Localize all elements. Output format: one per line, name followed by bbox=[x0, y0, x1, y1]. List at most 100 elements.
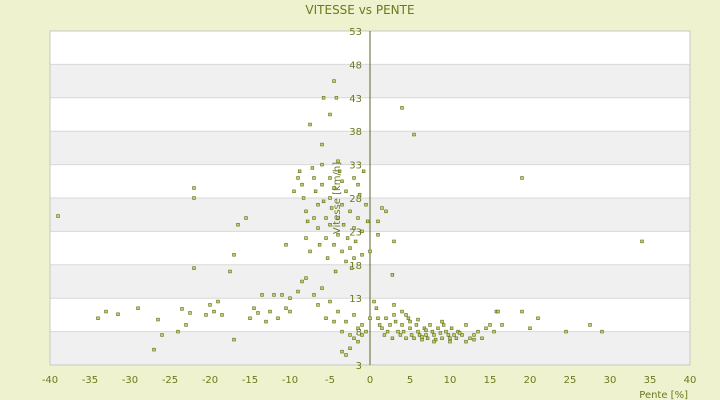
data-point bbox=[312, 293, 316, 297]
data-point bbox=[356, 326, 360, 330]
data-point bbox=[336, 216, 340, 220]
data-point bbox=[438, 331, 443, 335]
data-point bbox=[377, 323, 382, 327]
data-point bbox=[268, 309, 272, 314]
data-point bbox=[340, 249, 344, 254]
data-point bbox=[380, 206, 384, 210]
data-point bbox=[332, 319, 336, 324]
data-point bbox=[324, 216, 328, 220]
data-point bbox=[312, 176, 316, 180]
data-point bbox=[292, 189, 296, 194]
data-point bbox=[340, 329, 344, 334]
data-point bbox=[300, 182, 304, 187]
data-point bbox=[392, 313, 396, 317]
data-point bbox=[357, 192, 362, 197]
data-point bbox=[321, 96, 326, 100]
y-tick-label: 53 bbox=[349, 27, 362, 38]
data-point bbox=[348, 333, 352, 337]
data-point bbox=[428, 323, 432, 327]
y-axis-label: Vitesse [km/h] bbox=[332, 162, 343, 234]
data-point bbox=[396, 329, 400, 334]
x-tick-label: -40 bbox=[42, 375, 58, 386]
data-point bbox=[496, 309, 500, 314]
data-point bbox=[352, 313, 356, 317]
data-point bbox=[336, 309, 340, 314]
data-point bbox=[328, 176, 332, 180]
data-point bbox=[390, 273, 395, 277]
data-point bbox=[204, 313, 208, 317]
data-point bbox=[344, 353, 348, 357]
data-point bbox=[216, 299, 220, 304]
data-point bbox=[388, 323, 392, 327]
data-point bbox=[392, 303, 396, 307]
data-point bbox=[492, 329, 496, 334]
data-point bbox=[345, 236, 350, 240]
data-point bbox=[382, 333, 387, 337]
data-point bbox=[424, 328, 428, 332]
y-tick-label: 8 bbox=[356, 328, 362, 339]
data-point bbox=[348, 209, 352, 214]
data-point bbox=[356, 216, 360, 220]
data-point bbox=[192, 266, 196, 270]
data-point bbox=[416, 329, 420, 334]
y-tick-label: 28 bbox=[349, 194, 362, 205]
data-point bbox=[328, 223, 332, 227]
data-point bbox=[364, 329, 368, 334]
data-point bbox=[520, 309, 524, 314]
data-point bbox=[308, 249, 312, 254]
data-point bbox=[96, 316, 100, 320]
data-point bbox=[308, 122, 312, 127]
y-tick-label: 23 bbox=[349, 227, 362, 238]
data-point bbox=[398, 333, 403, 337]
data-point bbox=[374, 306, 379, 310]
data-point bbox=[417, 333, 422, 337]
data-point bbox=[180, 307, 184, 311]
data-point bbox=[328, 196, 332, 200]
data-point bbox=[588, 323, 592, 327]
data-point bbox=[337, 169, 342, 173]
data-point bbox=[336, 159, 340, 163]
data-point bbox=[310, 166, 315, 170]
data-point bbox=[400, 309, 404, 314]
data-point bbox=[344, 189, 348, 194]
data-point bbox=[301, 196, 306, 200]
data-point bbox=[528, 326, 532, 330]
data-point bbox=[352, 176, 356, 180]
x-tick-label: 0 bbox=[367, 375, 373, 386]
data-point bbox=[252, 306, 256, 310]
y-tick-label: 3 bbox=[356, 361, 362, 372]
data-point bbox=[232, 253, 236, 257]
data-point bbox=[320, 286, 324, 290]
x-tick-label: 30 bbox=[604, 375, 617, 386]
data-point bbox=[361, 169, 366, 173]
data-point bbox=[365, 219, 370, 224]
x-axis-label: Pente [%] bbox=[639, 390, 688, 400]
data-point bbox=[320, 162, 324, 167]
data-point bbox=[353, 239, 358, 244]
data-point bbox=[332, 186, 336, 190]
data-point bbox=[336, 233, 340, 237]
data-point bbox=[440, 336, 444, 340]
data-point bbox=[288, 309, 292, 314]
data-point bbox=[248, 316, 252, 320]
x-tick-label: -15 bbox=[242, 375, 258, 386]
data-point bbox=[152, 347, 156, 352]
data-point bbox=[640, 239, 644, 244]
data-point bbox=[414, 323, 419, 327]
data-point bbox=[317, 243, 322, 247]
data-point bbox=[344, 319, 348, 324]
data-point bbox=[260, 293, 264, 297]
data-point bbox=[424, 333, 428, 337]
data-point bbox=[296, 176, 300, 180]
data-point bbox=[220, 313, 224, 317]
data-point bbox=[296, 289, 300, 294]
data-point bbox=[356, 339, 360, 344]
y-tick-label: 38 bbox=[349, 127, 362, 138]
data-point bbox=[208, 303, 212, 307]
data-point bbox=[356, 182, 360, 187]
data-point bbox=[468, 336, 472, 340]
x-tick-label: -20 bbox=[202, 375, 218, 386]
data-point bbox=[352, 336, 356, 340]
data-point bbox=[376, 233, 380, 237]
